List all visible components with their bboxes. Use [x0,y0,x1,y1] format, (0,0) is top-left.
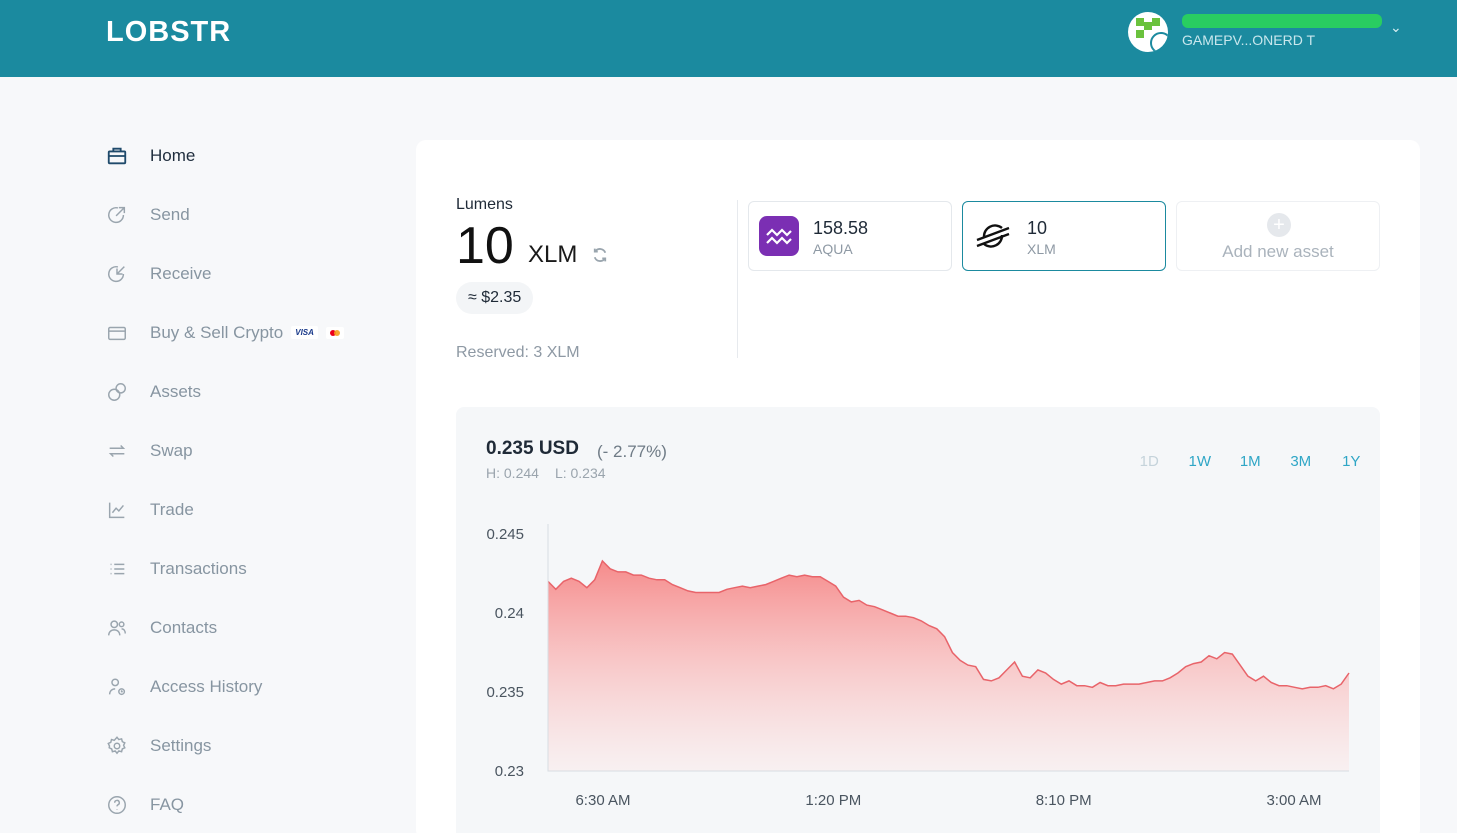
y-tick-label: 0.235 [486,684,524,701]
mastercard-icon [325,326,344,339]
balance-label: Lumens [456,196,513,213]
add-asset-button[interactable]: + Add new asset [1176,201,1380,271]
account-badge-icon [1150,32,1168,52]
list-icon [106,557,138,581]
stellar-icon [973,216,1013,256]
sidebar-item-trade[interactable]: Trade [106,480,366,539]
reserved-balance: Reserved: 3 XLM [456,344,580,361]
sidebar-item-swap[interactable]: Swap [106,421,366,480]
chevron-down-icon[interactable]: ⌄ [1390,20,1402,36]
sidebar-item-contacts[interactable]: Contacts [106,598,366,657]
price-area-chart[interactable]: 0.245 0.24 0.235 0.23 6:30 AM 1:20 PM 8:10 PM 3… [456,407,1380,833]
y-tick-label: 0.245 [486,526,524,543]
asset-value: 158.58 [813,218,869,238]
sidebar-item-label: Swap [150,440,193,460]
briefcase-icon [106,144,138,168]
y-tick-label: 0.24 [495,605,524,622]
contacts-icon [106,616,138,640]
asset-value: 10 [1027,218,1048,238]
sidebar-item-receive[interactable]: Receive [106,244,366,303]
x-tick-label: 3:00 AM [1266,792,1321,809]
send-arrow-icon [106,203,138,227]
x-tick-label: 8:10 PM [1036,792,1092,809]
sidebar-item-label: Assets [150,381,202,401]
current-price: 0.235 USD [486,438,579,459]
divider [737,200,738,358]
swap-icon [106,439,138,463]
refresh-icon[interactable] [591,246,609,264]
range-selector: 1D 1W 1M 3M 1Y [1124,453,1377,470]
asset-card-xlm[interactable]: 10 XLM [962,201,1166,271]
sidebar-item-label: Receive [150,263,212,283]
range-1d[interactable]: 1D [1139,453,1159,470]
sidebar-item-access-history[interactable]: Access History [106,657,366,716]
price-high: H: 0.244 [486,465,539,481]
sidebar-item-label: Send [150,204,190,224]
sidebar-item-label: Access History [150,676,263,696]
top-header: LOBSTR GAMEPV...ONERD T ⌄ [0,0,1457,77]
asset-code: XLM [1027,241,1056,257]
sidebar-item-label: Transactions [150,558,247,578]
price-change: (- 2.77%) [597,442,667,461]
usd-value-pill: ≈ $2.35 [456,282,534,314]
visa-logo: VISA [291,326,318,339]
range-3m[interactable]: 3M [1290,453,1312,470]
chart-line-icon [106,498,138,522]
sidebar-item-buy-sell[interactable]: Buy & Sell Crypto VISA [106,303,366,362]
chart-axes [547,524,1349,772]
sidebar-item-settings[interactable]: Settings [106,716,366,775]
account-email-redacted [1182,14,1382,28]
sidebar-item-home[interactable]: Home [106,126,366,185]
price-line [547,559,1350,690]
plus-icon: + [1267,213,1291,237]
wallet-card: Lumens 10 XLM ≈ $2.35 Reserved: 3 XLM 15… [416,140,1420,833]
sidebar-item-label: Settings [150,735,212,755]
receive-arrow-icon [106,262,138,286]
sidebar-item-label: FAQ [150,794,185,814]
access-history-icon [106,675,138,699]
range-1m[interactable]: 1M [1239,453,1261,470]
card-icon [106,321,138,345]
sidebar-item-send[interactable]: Send [106,185,366,244]
sidebar-nav: Home Send Receive Buy & Sell Crypto VISA… [106,126,366,833]
price-chart-panel: 0.235 USD (- 2.77%) H: 0.244 L: 0.234 1D … [456,407,1380,833]
sidebar-item-label: Contacts [150,617,218,637]
account-avatar [1128,12,1168,52]
add-asset-label: Add new asset [1222,242,1334,261]
payment-methods: VISA [291,326,344,339]
y-tick-label: 0.23 [495,763,524,780]
high-low: H: 0.244 L: 0.234 [486,465,622,481]
range-1y[interactable]: 1Y [1342,453,1361,470]
x-tick-label: 1:20 PM [805,792,861,809]
aqua-icon [759,216,799,256]
sidebar-item-faq[interactable]: FAQ [106,775,366,833]
asset-card-aqua[interactable]: 158.58 AQUA [748,201,952,271]
coins-icon [106,380,138,404]
sidebar-item-label: Buy & Sell Crypto [150,322,284,342]
sidebar-item-assets[interactable]: Assets [106,362,366,421]
lobstr-logo[interactable]: LOBSTR [106,16,232,48]
balance-unit: XLM [528,241,578,268]
gear-icon [106,734,138,758]
price-low: L: 0.234 [554,465,606,481]
sidebar-item-transactions[interactable]: Transactions [106,539,366,598]
balance-amount: 10 [456,217,514,275]
sidebar-item-label: Trade [150,499,194,519]
range-1w[interactable]: 1W [1188,453,1212,470]
sidebar-item-label: Home [150,145,196,165]
account-menu[interactable]: GAMEPV...ONERD T ⌄ [1128,12,1418,54]
account-address: GAMEPV...ONERD T [1182,32,1316,48]
price-area [548,560,1349,771]
asset-code: AQUA [813,241,853,257]
x-tick-label: 6:30 AM [575,792,630,809]
help-icon [106,793,138,817]
